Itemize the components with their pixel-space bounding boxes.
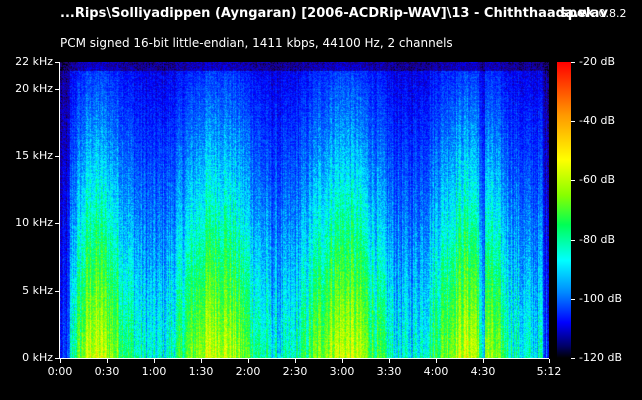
y-axis-line [59,62,60,358]
freq-tick [55,62,59,63]
stream-info: PCM signed 16-bit little-endian, 1411 kb… [60,36,453,50]
time-tick-label: 4:30 [470,365,496,378]
db-tick-label: -120 dB [579,351,622,364]
freq-tick-label: 20 kHz [15,82,53,95]
time-tick [342,359,343,363]
file-title: ...Rips\Solliyadippen (Ayngaran) [2006-A… [60,6,608,21]
time-tick-label: 5:12 [536,365,562,378]
time-tick-label: 3:30 [376,365,402,378]
db-tick [571,299,575,300]
freq-tick [55,89,59,90]
time-tick-label: 2:00 [235,365,261,378]
time-tick [154,359,155,363]
freq-tick [55,291,59,292]
freq-tick-label: 5 kHz [22,284,53,297]
db-tick-label: -100 dB [579,292,622,305]
time-tick [248,359,249,363]
db-tick [571,358,575,359]
time-tick-label: 1:00 [141,365,167,378]
time-tick [549,359,550,363]
time-tick [201,359,202,363]
freq-tick [55,223,59,224]
time-tick [60,359,61,363]
db-tick-label: -40 dB [579,114,615,127]
time-tick-label: 1:30 [188,365,214,378]
freq-tick-label: 22 kHz [15,55,53,68]
freq-tick [55,156,59,157]
spectrogram-canvas [60,62,549,358]
freq-tick-label: 15 kHz [15,149,53,162]
db-tick-label: -20 dB [579,55,615,68]
x-axis-line [59,358,549,359]
db-tick [571,62,575,63]
app-name: spek 0.8.2 [560,6,627,21]
db-tick [571,180,575,181]
time-tick [295,359,296,363]
freq-tick-label: 10 kHz [15,216,53,229]
time-tick-label: 0:30 [94,365,120,378]
db-tick [571,121,575,122]
time-tick [389,359,390,363]
time-tick [436,359,437,363]
time-tick [483,359,484,363]
freq-tick [55,358,59,359]
app-name-text: spek [560,6,595,21]
db-tick-label: -60 dB [579,173,615,186]
app-version: 0.8.2 [598,7,627,20]
db-tick [571,240,575,241]
db-colorbar [557,62,571,358]
spectrogram-plot [60,62,549,358]
time-tick-label: 4:00 [423,365,449,378]
time-tick-label: 2:30 [282,365,308,378]
db-tick-label: -80 dB [579,233,615,246]
time-tick-label: 3:00 [329,365,355,378]
freq-tick-label: 0 kHz [22,351,53,364]
time-tick-label: 0:00 [47,365,73,378]
time-tick [107,359,108,363]
